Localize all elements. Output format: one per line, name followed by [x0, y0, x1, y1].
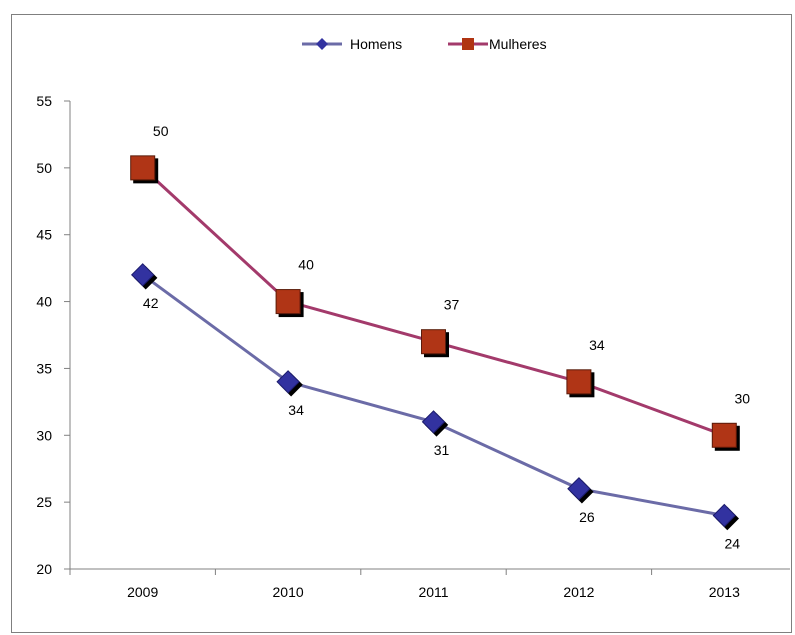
data-label: 30 [735, 390, 751, 406]
data-point-marker [711, 422, 737, 448]
data-point-marker [567, 477, 591, 501]
data-label: 42 [143, 295, 159, 311]
y-tick-label: 20 [36, 561, 52, 577]
data-point-marker [130, 263, 155, 287]
legend-item-mulheres: Mulheres [448, 36, 547, 52]
x-tick-label: 2013 [709, 584, 740, 600]
series-line-homens [141, 273, 725, 517]
legend-marker-icon [462, 38, 474, 50]
chart-area [11, 14, 792, 633]
data-point-marker [712, 503, 737, 528]
data-label: 37 [444, 297, 460, 313]
axes-group: 20 25 30 35 40 45 50 55 2009 2010 2011 2012 2013 [36, 93, 790, 600]
data-point-marker [421, 410, 446, 434]
x-tick-label: 2011 [418, 584, 448, 600]
data-point-marker [421, 329, 446, 355]
x-tick-label: 2012 [563, 584, 594, 600]
data-point-marker [275, 289, 301, 315]
data-label: 26 [579, 509, 595, 525]
legend-marker-icon [316, 38, 328, 50]
legend-item-homens: Homens [302, 36, 402, 52]
series-homens: 42 34 31 26 24 [130, 263, 741, 552]
data-point-marker [566, 369, 592, 395]
legend: Homens Mulheres [302, 36, 547, 52]
y-tick-label: 50 [36, 160, 52, 176]
data-point-marker [276, 370, 300, 394]
y-tick-label: 35 [36, 360, 52, 376]
data-label: 34 [288, 402, 304, 418]
series-group: 42 34 31 26 24 50 40 37 34 30 [130, 123, 751, 552]
data-label: 40 [298, 257, 314, 273]
data-label: 50 [153, 123, 169, 139]
y-tick-label: 55 [36, 93, 52, 109]
data-label: 31 [434, 442, 450, 458]
y-tick-label: 25 [36, 494, 52, 510]
series-line-mulheres [141, 166, 725, 437]
x-tick-label: 2010 [273, 584, 304, 600]
legend-label: Mulheres [489, 36, 547, 52]
data-point-marker [130, 155, 156, 181]
series-mulheres: 50 40 37 34 30 [130, 123, 751, 448]
y-tick-label: 45 [36, 227, 52, 243]
data-label: 24 [725, 536, 741, 552]
legend-label: Homens [350, 36, 402, 52]
y-tick-label: 30 [36, 427, 52, 443]
data-label: 34 [589, 337, 605, 353]
x-tick-label: 2009 [127, 584, 158, 600]
y-tick-label: 40 [36, 294, 52, 310]
